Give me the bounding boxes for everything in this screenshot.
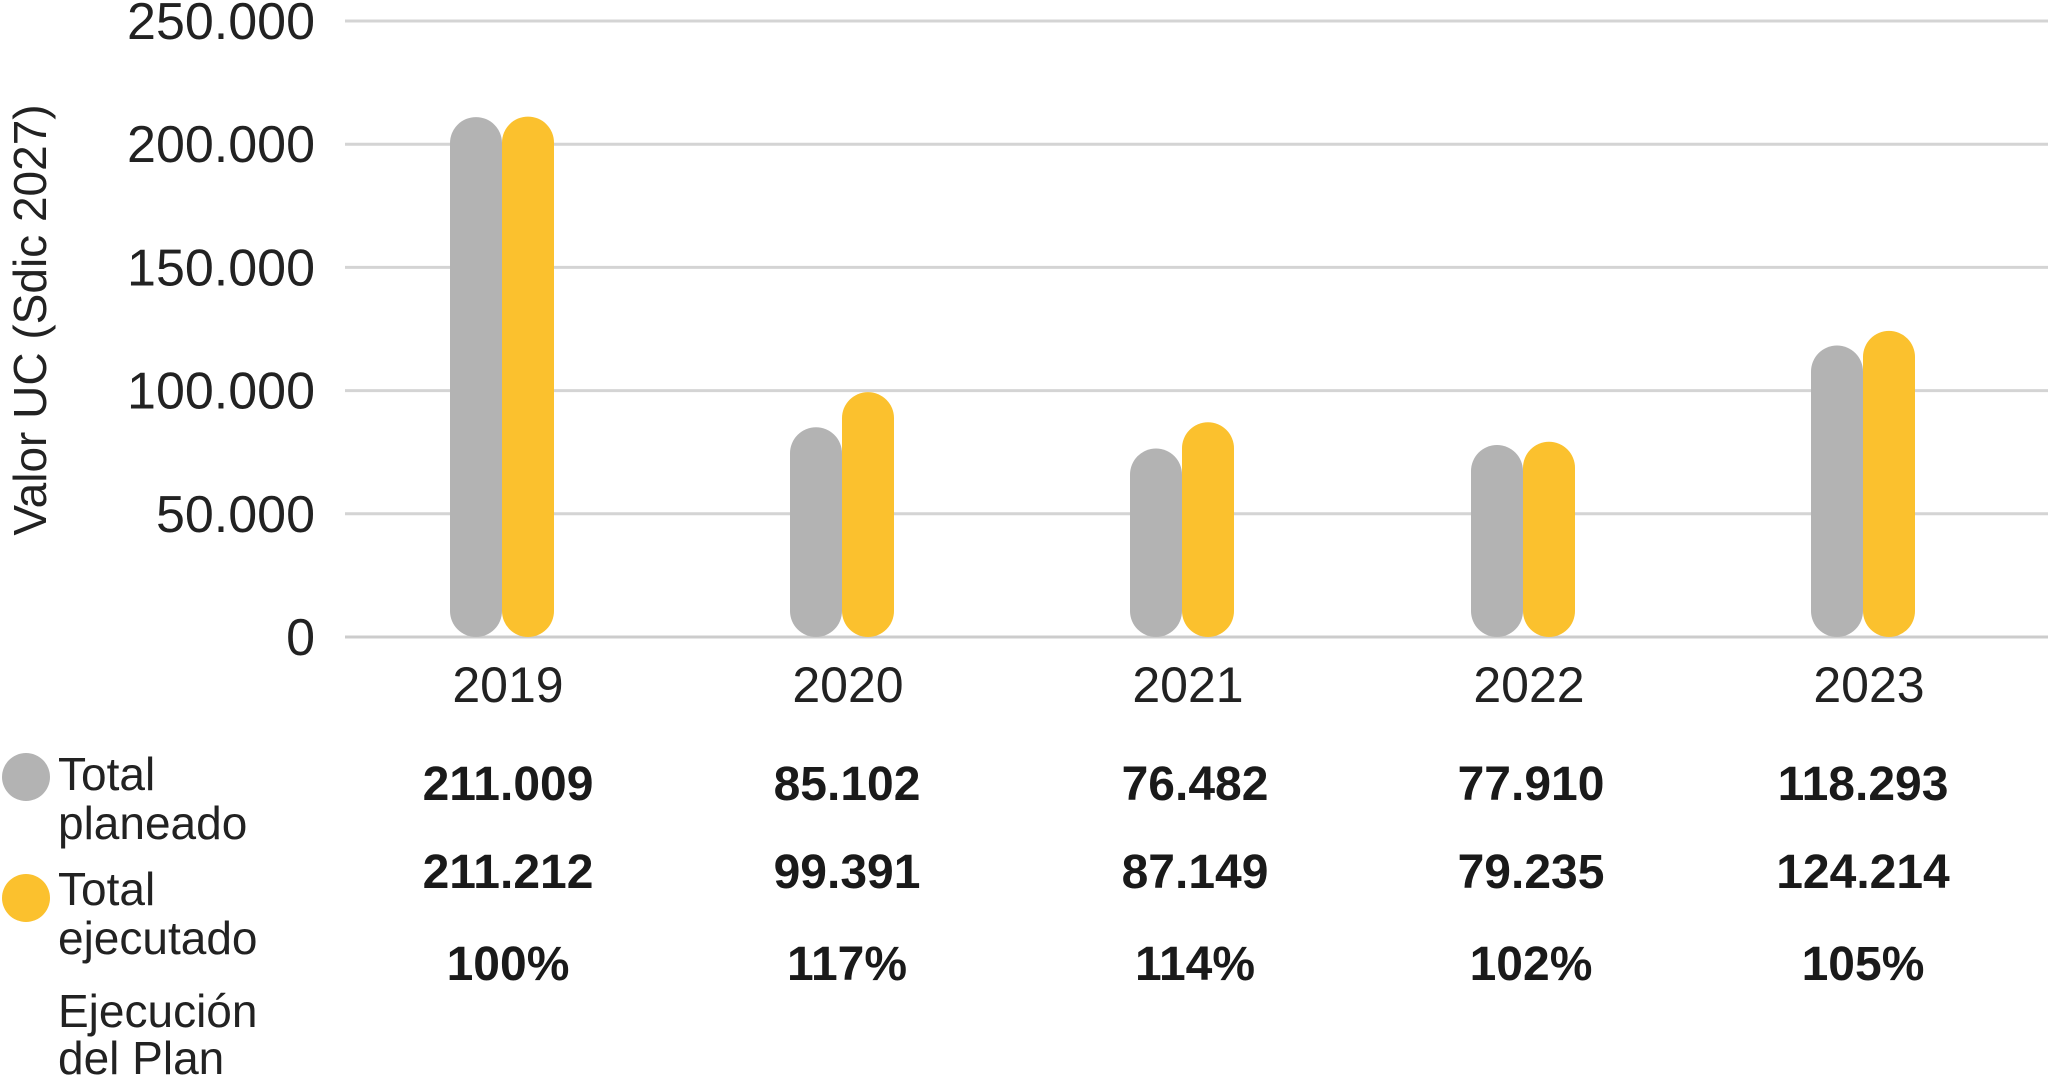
bar-planeado-2021 xyxy=(1130,448,1182,637)
data-label-ejecucion: 117% xyxy=(787,938,907,991)
y-tick-label: 50.000 xyxy=(156,486,315,544)
bar-ejecutado-2019 xyxy=(502,116,554,638)
y-tick-label: 0 xyxy=(286,609,315,667)
bar-planeado-2019 xyxy=(450,117,502,637)
y-tick-label: 150.000 xyxy=(127,239,315,297)
bar-ejecutado-2021 xyxy=(1182,422,1234,637)
legend-label: Ejecución xyxy=(58,985,257,1037)
x-tick-label: 2022 xyxy=(1473,657,1584,713)
legend-label: Total xyxy=(58,863,155,915)
bar-ejecutado-2023 xyxy=(1863,330,1915,637)
y-axis-tick-labels: 0 50.000 100.000 150.000 200.000 250.000 xyxy=(127,0,315,667)
bar-ejecutado-2022 xyxy=(1523,441,1575,637)
data-label-planeado: 77.910 xyxy=(1458,758,1605,811)
data-label-ejecutado: 124.214 xyxy=(1776,846,1950,899)
data-label-planeado: 118.293 xyxy=(1778,758,1949,811)
y-axis-label: Valor UC (Sdic 2027) xyxy=(4,104,56,535)
x-tick-label: 2021 xyxy=(1132,657,1243,713)
data-label-ejecucion: 102% xyxy=(1470,938,1593,991)
x-tick-label: 2023 xyxy=(1813,657,1924,713)
data-label-ejecucion: 105% xyxy=(1802,938,1925,991)
data-label-planeado: 211.009 xyxy=(423,758,594,811)
bar-planeado-2023 xyxy=(1811,345,1863,637)
bar-ejecutado-2020 xyxy=(842,392,894,637)
x-axis-tick-labels: 2019 2020 2021 2022 2023 xyxy=(452,657,1924,713)
legend-label: planeado xyxy=(58,797,247,849)
legend-label: ejecutado xyxy=(58,912,258,964)
bars xyxy=(450,116,1915,638)
data-label-ejecutado: 211.212 xyxy=(423,846,594,899)
bar-planeado-2022 xyxy=(1471,445,1523,637)
data-label-ejecucion: 114% xyxy=(1135,938,1255,991)
legend-label: Total xyxy=(58,748,155,800)
data-label-ejecutado: 87.149 xyxy=(1122,846,1269,899)
x-tick-label: 2020 xyxy=(792,657,903,713)
bar-planeado-2020 xyxy=(790,427,842,637)
data-label-ejecutado: 99.391 xyxy=(774,846,921,899)
legend-marker-planeado xyxy=(2,753,50,801)
legend-label: del Plan xyxy=(58,1032,224,1077)
y-tick-label: 100.000 xyxy=(127,363,315,421)
data-label-planeado: 76.482 xyxy=(1122,758,1269,811)
data-table: 211.009 85.102 76.482 77.910 118.293 211.212 9… xyxy=(423,758,1950,991)
x-tick-label: 2019 xyxy=(452,657,563,713)
data-label-ejecutado: 79.235 xyxy=(1458,846,1605,899)
y-tick-label: 200.000 xyxy=(127,116,315,174)
legend-marker-ejecutado xyxy=(2,874,50,922)
grid-lines xyxy=(345,19,2048,639)
data-label-planeado: 85.102 xyxy=(774,758,921,811)
data-label-ejecucion: 100% xyxy=(447,938,570,991)
y-tick-label: 250.000 xyxy=(127,0,315,51)
legend: TotalplaneadoTotalejecutadoEjecucióndel … xyxy=(2,748,258,1077)
